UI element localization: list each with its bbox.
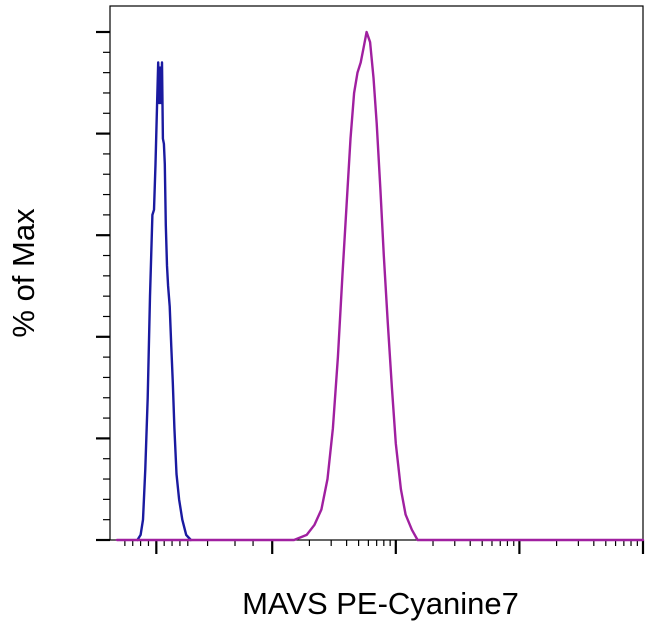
x-axis-ticks — [124, 540, 645, 554]
y-axis-label: % of Max — [6, 208, 41, 338]
x-axis-label: MAVS PE-Cyanine7 — [242, 586, 519, 621]
plot-frame — [109, 5, 644, 541]
series-layer — [115, 30, 645, 542]
y-axis-ticks — [96, 30, 110, 542]
histogram-series-1 — [136, 61, 193, 542]
histogram-series-2 — [115, 30, 645, 542]
